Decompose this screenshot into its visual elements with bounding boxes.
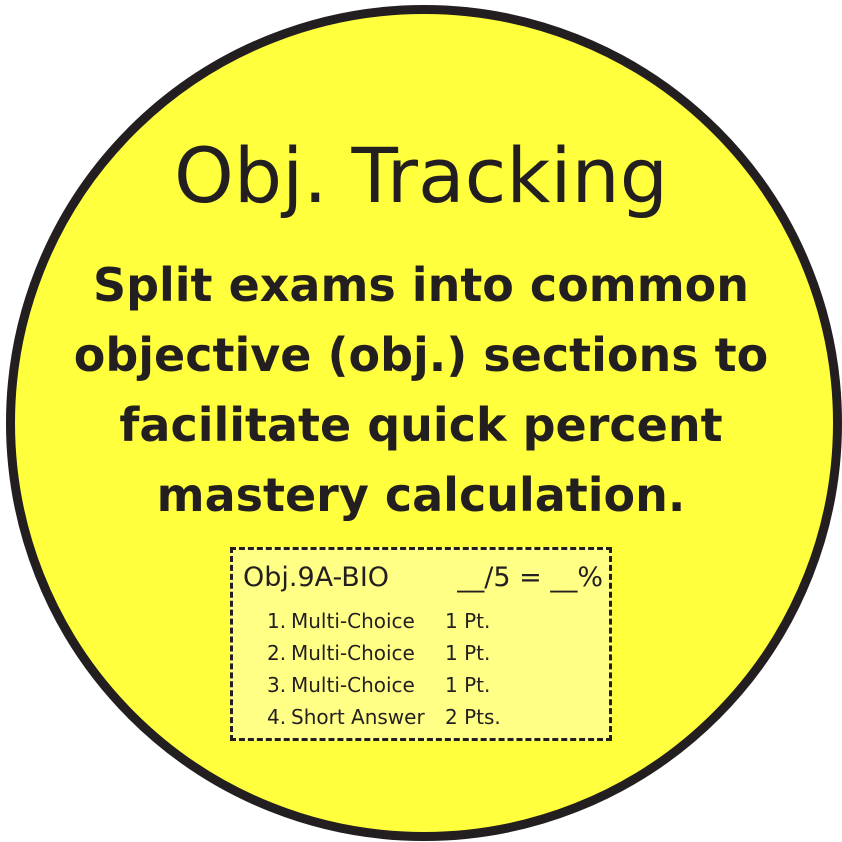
question-type: Multi-Choice <box>291 609 415 633</box>
example-score-card: Obj.9A-BIO __/5 = __% 1. Multi-Choice 1 Pt… <box>230 547 612 741</box>
score-template: __/5 = __% <box>457 562 603 593</box>
question-type: Short Answer <box>291 705 425 729</box>
question-points: 2 Pts. <box>445 705 501 729</box>
description-line: facilitate quick percent <box>119 398 723 452</box>
badge-title: Obj. Tracking <box>174 131 668 220</box>
question-number: 2. <box>267 641 287 665</box>
question-number: 3. <box>267 673 287 697</box>
objective-code: Obj.9A-BIO <box>243 562 390 593</box>
badge-description: Split exams into common objective (obj.)… <box>70 250 772 530</box>
description-line: mastery calculation. <box>156 468 686 522</box>
question-points: 1 Pt. <box>445 609 491 633</box>
question-item: 2. Multi-Choice 1 Pt. <box>267 636 490 670</box>
question-type: Multi-Choice <box>291 673 415 697</box>
question-item: 4. Short Answer 2 Pts. <box>267 700 501 734</box>
description-line: objective (obj.) sections to <box>73 328 769 382</box>
question-type: Multi-Choice <box>291 641 415 665</box>
question-points: 1 Pt. <box>445 641 491 665</box>
question-number: 1. <box>267 609 287 633</box>
question-item: 3. Multi-Choice 1 Pt. <box>267 668 490 702</box>
question-number: 4. <box>267 705 287 729</box>
card-header: Obj.9A-BIO __/5 = __% <box>243 558 603 598</box>
question-item: 1. Multi-Choice 1 Pt. <box>267 604 490 638</box>
description-line: Split exams into common <box>92 258 750 312</box>
question-points: 1 Pt. <box>445 673 491 697</box>
